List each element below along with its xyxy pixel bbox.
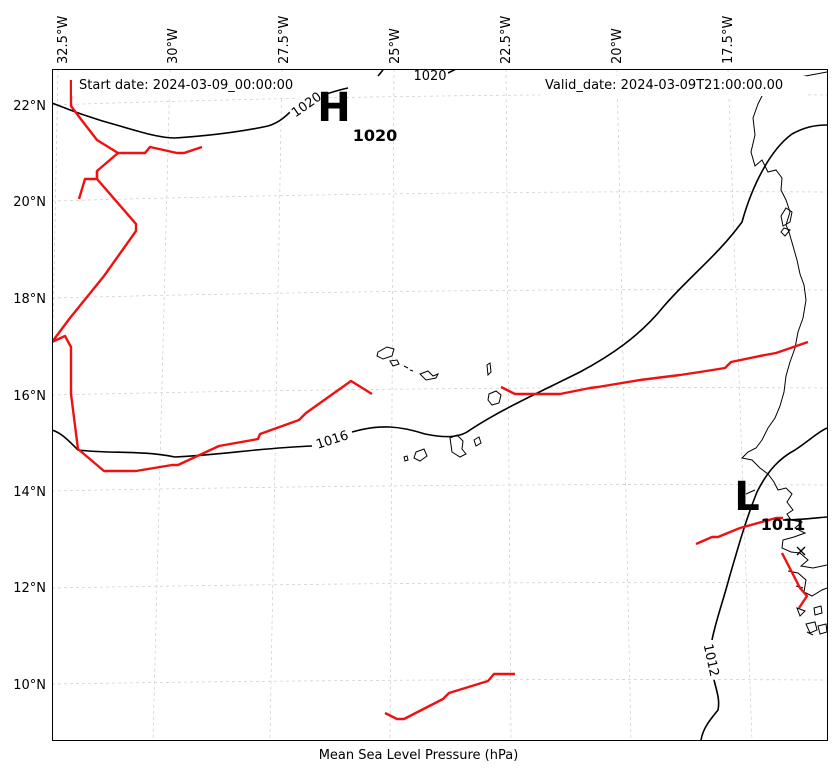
west-africa-coast bbox=[740, 71, 827, 636]
pressure-centers: H 1020 L 1011 bbox=[317, 85, 806, 556]
lat-label: 16°N bbox=[13, 389, 46, 404]
lat-label: 18°N bbox=[13, 292, 46, 307]
lon-label: 32.5°W bbox=[56, 16, 71, 64]
start-date-label: Start date: 2024-03-09_00:00:00 bbox=[79, 78, 294, 93]
graticule bbox=[52, 69, 827, 740]
lat-label: 14°N bbox=[13, 485, 46, 500]
low-center-x-marker bbox=[796, 546, 806, 556]
isobar-label: 1016 bbox=[314, 428, 350, 452]
lon-label: 27.5°W bbox=[277, 16, 292, 64]
lon-label: 22.5°W bbox=[499, 16, 514, 64]
lat-label: 20°N bbox=[13, 195, 46, 210]
latitude-labels: 22°N 20°N 18°N 16°N 14°N 12°N 10°N bbox=[13, 99, 46, 693]
valid-date-box bbox=[540, 76, 806, 96]
isobar-label: 1020 bbox=[413, 69, 446, 84]
lon-label: 25°W bbox=[388, 28, 403, 64]
lat-label: 10°N bbox=[13, 678, 46, 693]
low-pressure-symbol: L bbox=[734, 474, 760, 520]
isobar-labels: 1020 1020 1016 1012 bbox=[286, 69, 724, 681]
map-frame bbox=[52, 69, 828, 741]
lon-label: 30°W bbox=[166, 28, 181, 64]
map-caption: Mean Sea Level Pressure (hPa) bbox=[318, 748, 519, 763]
high-pressure-value: 1020 bbox=[353, 126, 398, 145]
lon-label: 17.5°W bbox=[721, 16, 736, 64]
isobars bbox=[52, 69, 827, 740]
isobar-label: 1012 bbox=[700, 643, 722, 678]
start-date-box bbox=[72, 76, 312, 96]
cape-verde-islands bbox=[376, 346, 502, 462]
lon-label: 20°W bbox=[610, 28, 625, 64]
lat-label: 22°N bbox=[13, 99, 46, 114]
lat-label: 12°N bbox=[13, 581, 46, 596]
longitude-labels: 32.5°W 30°W 27.5°W 25°W 22.5°W 20°W 17.5… bbox=[56, 16, 736, 64]
high-pressure-symbol: H bbox=[317, 85, 350, 131]
fronts bbox=[52, 80, 809, 721]
low-pressure-value: 1011 bbox=[761, 515, 806, 534]
valid-date-label: Valid_date: 2024-03-09T21:00:00.00 bbox=[545, 78, 784, 93]
